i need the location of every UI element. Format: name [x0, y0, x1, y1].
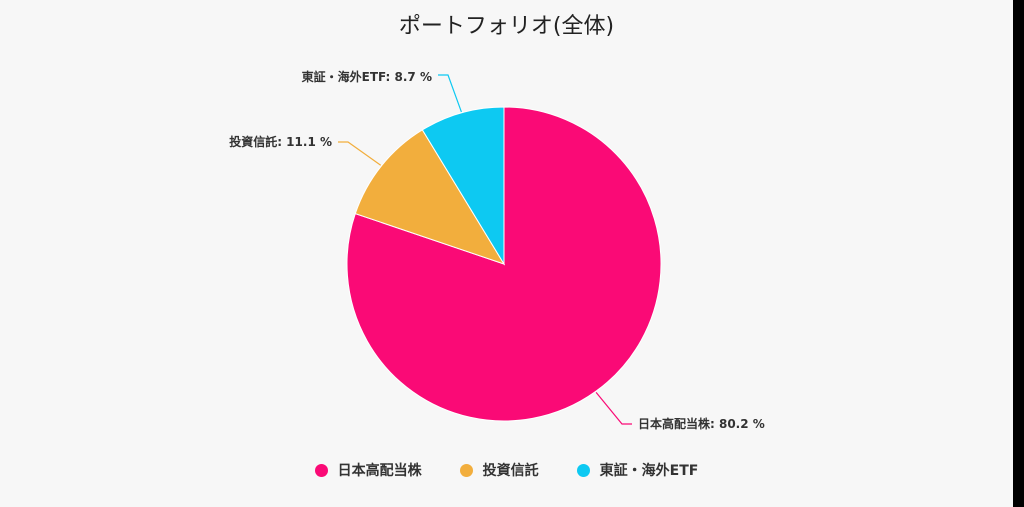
leader-lines-group [338, 74, 632, 425]
legend-item[interactable]: 東証・海外ETF [576, 460, 699, 480]
leader-line [438, 74, 462, 113]
legend-label: 東証・海外ETF [599, 463, 699, 479]
slice-data-label: 投資信託: 11.1 % [229, 134, 332, 149]
slice-labels-group: 日本高配当株: 80.2 % 投資信託: 11.1 % 東証・海外ETF: 8.7 … [229, 69, 765, 431]
chart-title: ポートフォリオ(全体) [398, 14, 615, 39]
slice-data-label: 日本高配当株: 80.2 % [638, 416, 765, 431]
pie-slice[interactable] [421, 106, 505, 266]
pie-slice[interactable] [354, 129, 506, 265]
slices-group [346, 106, 662, 422]
slice-data-label: 東証・海外ETF: 8.7 % [302, 69, 432, 84]
window-edge [1013, 0, 1024, 507]
legend-dot-icon [576, 463, 590, 477]
legend-item[interactable]: 日本高配当株 [314, 460, 422, 480]
leader-line [595, 392, 632, 425]
legend-dot-icon [314, 463, 328, 477]
legend-label: 投資信託 [482, 463, 539, 479]
legend-label: 日本高配当株 [337, 463, 422, 479]
legend-item[interactable]: 投資信託 [459, 460, 539, 480]
pie-slice[interactable] [346, 106, 662, 422]
leader-line [338, 141, 382, 166]
legend: 日本高配当株 投資信託 東証・海外ETF [0, 460, 1013, 480]
legend-dot-icon [459, 463, 473, 477]
pie-chart: 日本高配当株: 80.2 % 投資信託: 11.1 % 東証・海外ETF: 8.7 … [229, 69, 765, 431]
